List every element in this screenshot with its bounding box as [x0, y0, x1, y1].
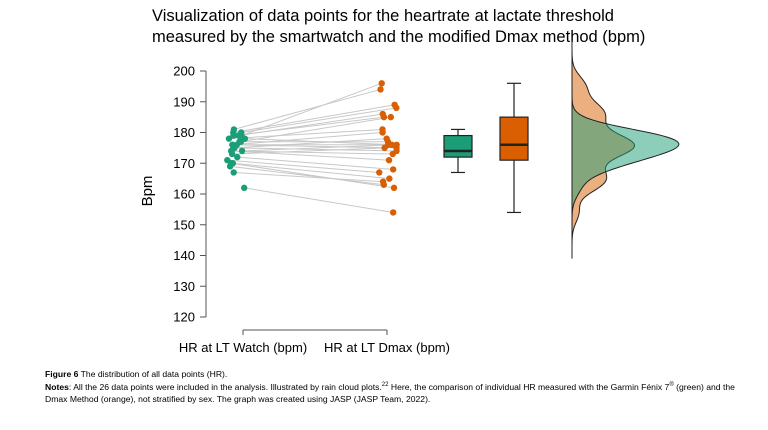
notes-text-3: (green) and the Dmax Method (orange), no… [45, 381, 735, 405]
y-tick-label-130: 130 [173, 279, 195, 294]
dmax-point [389, 150, 396, 158]
points-group [224, 80, 400, 216]
watch-point [234, 153, 241, 161]
pair-line [240, 116, 391, 143]
watch-point [225, 135, 233, 142]
figure-label: Figure 6 [45, 369, 79, 379]
y-tick-label-140: 140 [173, 248, 195, 263]
y-tick-label-120: 120 [173, 310, 195, 325]
dmax-point [381, 144, 388, 152]
pair-line [233, 116, 384, 137]
pair-line [228, 128, 383, 140]
pair-line [233, 104, 395, 133]
pair-line [237, 156, 394, 170]
y-tick-label-200: 200 [173, 64, 195, 79]
watch-point [230, 169, 237, 176]
figure-text: The distribution of all data points (HR)… [80, 369, 228, 379]
y-axis-label: Bpm [139, 176, 156, 207]
dmax-point [389, 209, 397, 216]
pair-line [241, 82, 382, 137]
watch-point [238, 147, 246, 155]
pair-line [241, 107, 397, 133]
watch-point [240, 184, 248, 192]
notes-text-1: : All the 26 data points were included i… [68, 381, 382, 392]
boxplots-group [443, 82, 529, 214]
pair-line [232, 162, 390, 180]
density-group [571, 40, 680, 259]
dmax-point [393, 104, 400, 112]
pair-line [227, 159, 380, 173]
dmax-point [387, 113, 395, 121]
pair-line [242, 144, 392, 152]
dmax-point [376, 169, 383, 176]
x-category-label-0: HR at LT Watch (bpm) [179, 340, 307, 355]
y-tick-label-170: 170 [173, 156, 195, 171]
x-category-label-1: HR at LT Dmax (bpm) [324, 340, 450, 355]
pair-line [232, 144, 397, 149]
figure-caption: Figure 6 The distribution of all data po… [45, 368, 757, 406]
notes-text-2: Here, the comparison of individual HR me… [388, 381, 670, 392]
dmax-point [385, 156, 393, 164]
dmax-point [377, 86, 384, 93]
pair-line [244, 187, 394, 213]
dmax-point [383, 135, 390, 142]
dmax-point [379, 129, 386, 136]
dmax-point [379, 178, 387, 185]
watch-box [443, 134, 473, 158]
pair-line [234, 138, 387, 149]
dmax-point [386, 175, 393, 182]
y-tick-label-160: 160 [173, 187, 195, 202]
pair-lines-group [227, 82, 397, 213]
watch-density [571, 86, 680, 231]
pair-line [231, 162, 395, 189]
raincloud-chart: 120 130 140 150 160 170 180 190 200 Bpm HR at LT W… [139, 40, 680, 356]
caption-line-1: Figure 6 The distribution of all data po… [45, 368, 757, 381]
pair-line [232, 132, 383, 146]
dmax-point [388, 141, 396, 148]
notes-reg: ® [669, 381, 674, 388]
watch-point [235, 132, 242, 139]
watch-point [228, 150, 236, 158]
y-tick-label-150: 150 [173, 217, 195, 232]
chart-title: Visualization of data points for the hea… [152, 7, 646, 46]
watch-point [230, 132, 237, 139]
caption-notes: Notes: All the 26 data points were inclu… [45, 381, 757, 406]
dmax-point [389, 166, 397, 173]
watch-point [226, 163, 234, 170]
dmax-box [499, 116, 529, 161]
pair-line [233, 147, 397, 152]
notes-label: Notes [45, 381, 69, 392]
pair-line [231, 150, 393, 155]
axes-group: 120 130 140 150 160 170 180 190 200 Bpm HR at LT W… [139, 64, 450, 356]
pair-line [232, 147, 385, 155]
dmax-point [378, 80, 385, 87]
pair-line [233, 171, 384, 183]
pair-line [233, 88, 381, 130]
dmax-point [380, 113, 388, 121]
dmax-point [390, 184, 398, 192]
y-tick-label-180: 180 [173, 125, 195, 140]
pair-line [230, 165, 384, 186]
notes-ref: 22 [381, 381, 389, 388]
y-tick-label-190: 190 [173, 94, 195, 109]
